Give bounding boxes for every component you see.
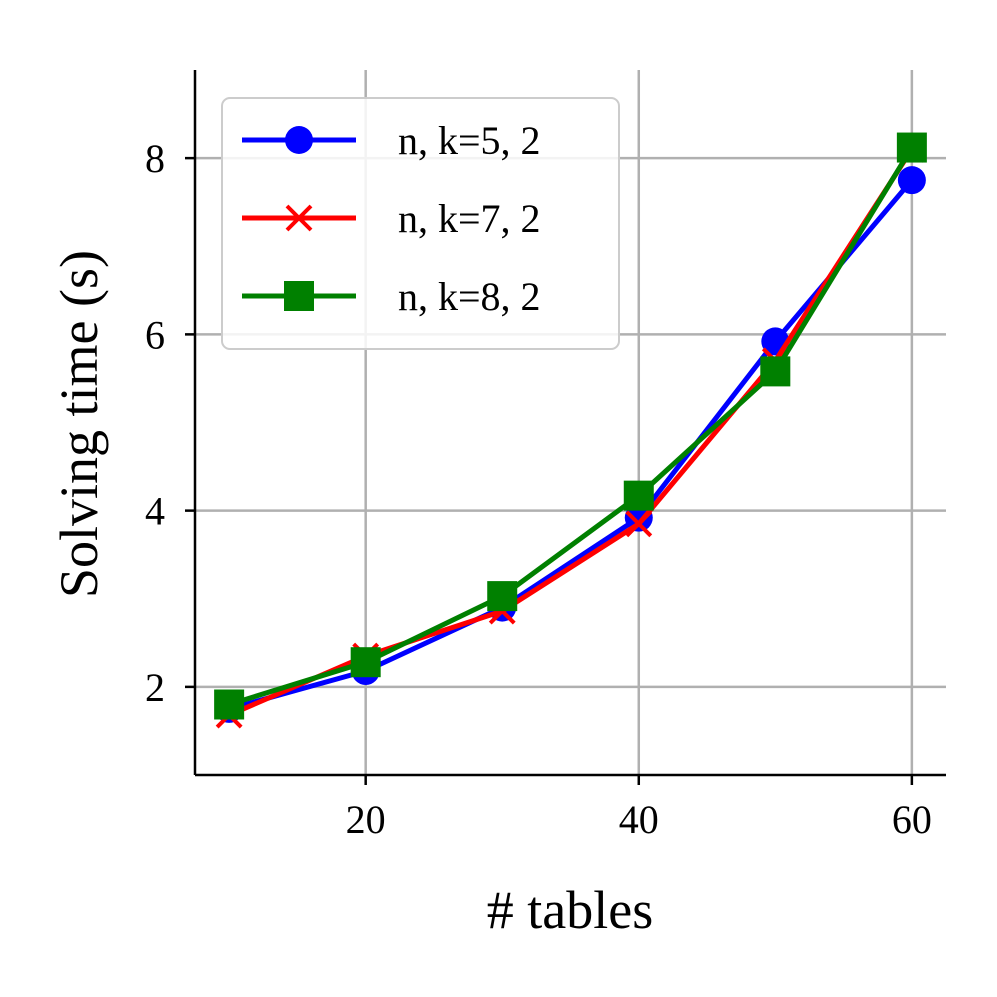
tick-labels: 20 40 60 2 4 6 8 [145,136,932,842]
legend-marker-1 [285,126,313,154]
legend-marker-2-stroke-b [285,204,313,232]
series-3-point-5 [760,356,791,387]
y-tick-label-2: 2 [145,665,165,710]
series-3-point-4 [623,480,654,511]
y-tick-label-4: 4 [145,489,165,534]
x-tick-label-60: 60 [892,797,932,842]
x-tick-label-20: 20 [346,797,386,842]
series-layer [214,132,927,729]
series-3-point-1 [214,689,245,720]
y-tick-label-8: 8 [145,136,165,181]
y-tick-label-6: 6 [145,312,165,357]
series-1-line [228,178,914,712]
legend-entry-3: n, k=8, 2 [242,274,541,319]
legend-entry-1: n, k=5, 2 [242,118,541,163]
series-2-point-4 [625,510,653,538]
legend-entry-2: n, k=7, 2 [242,196,541,241]
series-3-line [228,146,914,707]
legend-marker-2 [285,204,313,232]
series-3-point-6 [896,132,927,163]
y-axis-label: Solving time (s) [49,250,109,598]
series-1-point-4 [624,503,653,532]
series-1-point-6 [897,166,926,195]
legend: n, k=5, 2 n, k=7, 2 n, k=8, 2 [221,97,620,350]
x-axis-label: # tables [487,880,653,940]
legend-label-2: n, k=7, 2 [398,196,541,241]
series-2-point-4-stroke-b [625,510,653,538]
legend-label-1: n, k=5, 2 [398,118,541,163]
x-tick-label-40: 40 [619,797,659,842]
axes [185,70,946,785]
series-2-line [228,147,914,718]
series-3-point-2 [350,647,381,678]
series-3 [214,132,927,720]
series-3-point-3 [487,581,518,612]
legend-label-3: n, k=8, 2 [398,274,541,319]
legend-frame [221,97,620,350]
legend-marker-3 [284,281,314,311]
